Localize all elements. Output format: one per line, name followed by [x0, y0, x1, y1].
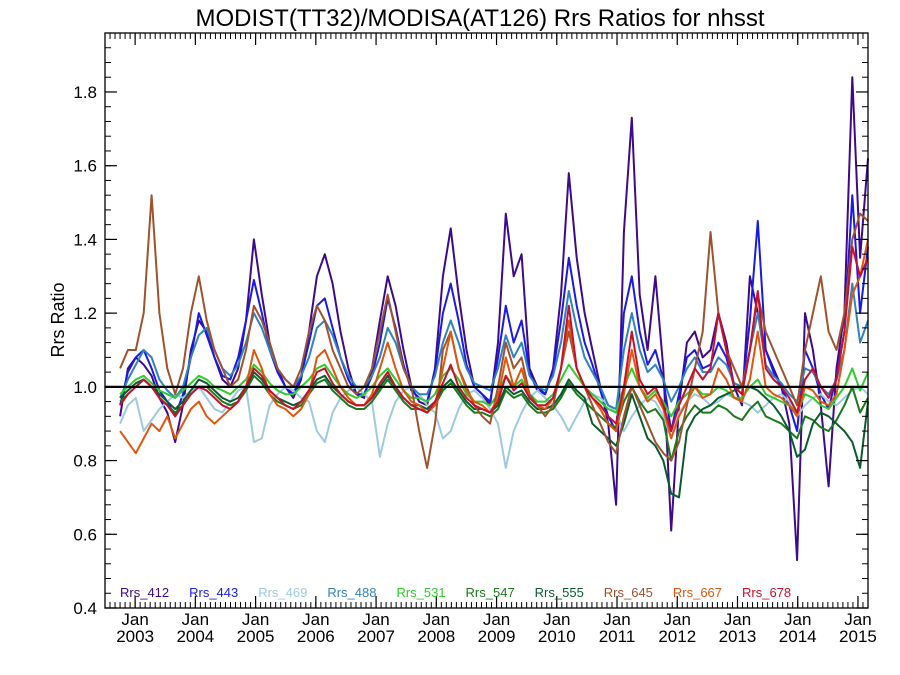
x-tick-year-label: 2008 [417, 627, 455, 646]
y-tick-label: 1.8 [73, 83, 97, 102]
x-tick-month-label: Jan [242, 610, 269, 629]
legend-entry-rrs-555: Rrs_555 [535, 585, 584, 600]
x-tick-month-label: Jan [302, 610, 329, 629]
x-tick-year-label: 2010 [538, 627, 576, 646]
y-tick-label: 1.2 [73, 304, 97, 323]
axes: 0.40.60.81.01.21.41.61.8Jan2003Jan2004Ja… [73, 32, 877, 646]
y-tick-label: 0.8 [73, 452, 97, 471]
legend-entry-rrs-488: Rrs_488 [327, 585, 376, 600]
x-tick-month-label: Jan [784, 610, 811, 629]
x-tick-year-label: 2012 [658, 627, 696, 646]
x-tick-month-label: Jan [543, 610, 570, 629]
chart-title: MODIST(TT32)/MODISA(AT126) Rrs Ratios fo… [196, 5, 765, 32]
x-tick-year-label: 2009 [478, 627, 516, 646]
legend-entry-rrs-547: Rrs_547 [466, 585, 515, 600]
legend-entry-rrs-678: Rrs_678 [742, 585, 791, 600]
x-tick-year-label: 2013 [719, 627, 757, 646]
y-axis-label: Rrs Ratio [48, 282, 68, 357]
legend-entry-rrs-443: Rrs_443 [189, 585, 238, 600]
legend: Rrs_412 Rrs_443 Rrs_469 Rrs_488 Rrs_531 Rrs_5… [120, 585, 791, 600]
x-tick-year-label: 2005 [237, 627, 275, 646]
y-tick-label: 1.4 [73, 230, 97, 249]
x-tick-year-label: 2007 [357, 627, 395, 646]
x-tick-year-label: 2004 [176, 627, 214, 646]
x-tick-year-label: 2014 [779, 627, 817, 646]
series-line-rrs-547 [119, 374, 869, 462]
x-tick-year-label: 2011 [599, 627, 636, 646]
x-tick-month-label: Jan [844, 610, 871, 629]
plot-lines [119, 76, 869, 562]
x-tick-year-label: 2006 [297, 627, 335, 646]
x-tick-month-label: Jan [362, 610, 389, 629]
legend-entry-rrs-469: Rrs_469 [258, 585, 307, 600]
x-tick-month-label: Jan [724, 610, 751, 629]
x-tick-month-label: Jan [121, 610, 148, 629]
x-tick-month-label: Jan [664, 610, 691, 629]
x-tick-year-label: 2003 [116, 627, 154, 646]
legend-entry-rrs-531: Rrs_531 [396, 585, 445, 600]
series-line-rrs-555 [119, 371, 869, 499]
x-tick-month-label: Jan [483, 610, 510, 629]
x-tick-year-label: 2015 [839, 627, 877, 646]
y-tick-label: 1.6 [73, 157, 97, 176]
x-tick-month-label: Jan [423, 610, 450, 629]
series-line-rrs-667 [119, 239, 869, 455]
legend-entry-rrs-645: Rrs_645 [604, 585, 653, 600]
x-tick-month-label: Jan [603, 610, 630, 629]
y-tick-label: 0.4 [73, 599, 97, 618]
x-tick-month-label: Jan [182, 610, 209, 629]
legend-entry-rrs-412: Rrs_412 [120, 585, 169, 600]
y-tick-label: 1.0 [73, 378, 97, 397]
y-tick-label: 0.6 [73, 525, 97, 544]
legend-entry-rrs-667: Rrs_667 [673, 585, 722, 600]
